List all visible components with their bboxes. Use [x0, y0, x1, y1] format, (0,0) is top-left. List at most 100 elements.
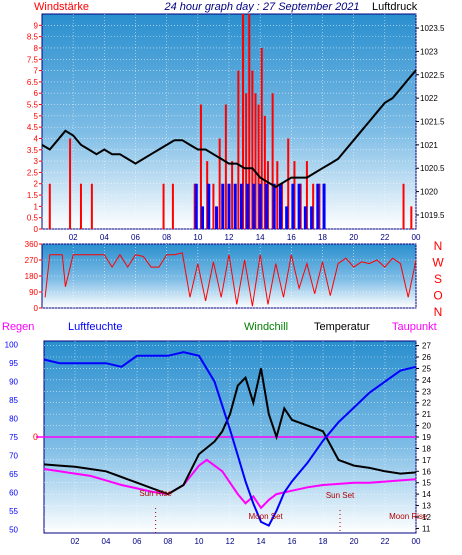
wind-tick-label: 2 — [34, 180, 39, 189]
pressure-tick-label: 1023 — [420, 47, 438, 56]
gust-bar — [280, 183, 283, 229]
wind-tick-label: 0 — [34, 225, 39, 234]
humidity-tick-label: 100 — [5, 341, 19, 350]
humidity-tick-label: 90 — [9, 378, 18, 387]
temperature-x-tick-label: 16 — [288, 537, 297, 546]
temperature-x-tick-label: 18 — [319, 537, 328, 546]
gust-bar — [245, 93, 248, 229]
humidity-tick-label: 50 — [9, 525, 18, 534]
direction-compass-label: O — [433, 289, 442, 303]
direction-tick-label: 90 — [29, 288, 38, 297]
temperature-tick-label: 12 — [422, 513, 431, 522]
gust-bar — [257, 104, 260, 229]
mean-wind-bar — [194, 183, 198, 229]
mean-wind-bar — [310, 206, 314, 229]
humidity-left-axis: 50 55 60 65 70 75 80 85 90 95 100 — [5, 341, 19, 535]
temperature-tick-label: 24 — [422, 376, 431, 385]
legend-temperatur: Temperatur — [314, 321, 370, 333]
temperature-x-tick-label: 10 — [195, 537, 204, 546]
sun-moon-label: Moon Set — [249, 512, 284, 521]
gust-bar — [69, 138, 72, 229]
gust-bar — [237, 70, 240, 229]
humidity-tick-label: 75 — [9, 433, 18, 442]
temperature-tick-label: 16 — [422, 467, 431, 476]
temperature-tick-label: 18 — [422, 444, 431, 453]
mean-wind-bar — [278, 183, 282, 229]
legend-windchill: Windchill — [244, 321, 288, 333]
wind-tick-label: 7.5 — [27, 55, 39, 64]
legend-luftfeuchte: Luftfeuchte — [68, 321, 122, 333]
temperature-x-tick-label: 00 — [412, 537, 421, 546]
mean-wind-bar — [264, 183, 268, 229]
luftfeuchte-line — [43, 351, 417, 527]
temperature-x-tick-label: 08 — [164, 537, 173, 546]
wind-tick-label: 9 — [34, 21, 39, 30]
wind-x-tick-label: 12 — [225, 233, 234, 242]
gust-bar — [193, 183, 196, 229]
gust-bar — [206, 161, 209, 229]
temperature-x-tick-label: 06 — [133, 537, 142, 546]
gust-bar — [162, 183, 165, 229]
legend-row: Regen Luftfeuchte Windchill Temperatur T… — [2, 321, 437, 333]
wind-tick-label: 7 — [34, 67, 39, 76]
wind-x-tick-label: 00 — [412, 233, 421, 242]
gust-bar — [260, 47, 263, 229]
gust-bar — [212, 183, 215, 229]
mean-wind-bar — [227, 183, 231, 229]
gust-bar — [266, 161, 269, 229]
wind-x-tick-label: 02 — [69, 233, 78, 242]
mean-wind-bar — [233, 183, 237, 229]
wind-tick-label: 4.5 — [27, 123, 39, 132]
header-title: 24 hour graph day : 27 September 2021 — [163, 1, 359, 13]
temperature-tick-label: 27 — [422, 342, 431, 351]
gust-bar — [254, 93, 257, 229]
gust-bar — [79, 183, 82, 229]
taupunkt-line — [43, 458, 417, 510]
wind-x-tick-label: 18 — [318, 233, 327, 242]
header-right-label: Luftdruck — [372, 1, 418, 13]
direction-tick-label: 180 — [25, 272, 39, 281]
pressure-tick-label: 1022.5 — [420, 71, 445, 80]
wind-tick-label: 8 — [34, 44, 39, 53]
wind-left-axis: 0 0.5 1 1.5 2 2.5 3 3.5 4 4.5 5 5.5 6 6.5 7 7.5 8 8.5 9 — [27, 21, 42, 234]
temperature-tick-label: 26 — [422, 353, 431, 362]
wind-x-axis: 02 04 06 08 10 12 14 16 18 20 22 00 — [69, 233, 421, 242]
wind-tick-label: 3.5 — [27, 146, 39, 155]
sun-moon-label: Moon Rise — [389, 512, 428, 521]
temperature-right-axis: 11 12 13 14 15 16 17 18 19 20 21 22 23 24 25 26 27 — [416, 342, 431, 533]
pressure-tick-label: 1020.5 — [420, 164, 445, 173]
humidity-tick-label: 95 — [9, 359, 18, 368]
mean-wind-bar — [215, 206, 219, 229]
temperature-tick-label: 23 — [422, 387, 431, 396]
gust-bar — [305, 161, 308, 229]
gust-bar — [402, 183, 405, 229]
humidity-tick-label: 85 — [9, 396, 18, 405]
header-left-label: Windstärke — [34, 1, 89, 13]
wind-tick-label: 1.5 — [27, 191, 39, 200]
pressure-tick-label: 1021.5 — [420, 118, 445, 127]
humidity-tick-label: 55 — [9, 507, 18, 516]
gust-bar — [218, 138, 221, 229]
gust-bar — [242, 14, 245, 229]
direction-compass-label: N — [434, 305, 443, 319]
mean-wind-bar — [303, 206, 307, 229]
pressure-tick-label: 1019.5 — [420, 211, 445, 220]
pressure-right-axis: 1019.5 1020 1020.5 1021 1021.5 1022 1022.5 1023… — [416, 24, 445, 220]
wind-tick-label: 4 — [34, 134, 39, 143]
gust-bar — [231, 161, 234, 229]
gust-bar — [171, 183, 174, 229]
gust-bar — [263, 115, 266, 229]
wind-tick-label: 5.5 — [27, 101, 39, 110]
gust-bar — [299, 183, 302, 229]
mean-wind-bar — [322, 183, 326, 229]
pressure-tick-label: 1022 — [420, 94, 438, 103]
mean-wind-bar — [316, 183, 320, 229]
wind-tick-label: 1 — [34, 202, 39, 211]
direction-compass-label: S — [434, 272, 442, 286]
gust-bar — [48, 183, 51, 229]
direction-tick-label: 360 — [25, 240, 39, 249]
wind-tick-label: 6 — [34, 89, 39, 98]
